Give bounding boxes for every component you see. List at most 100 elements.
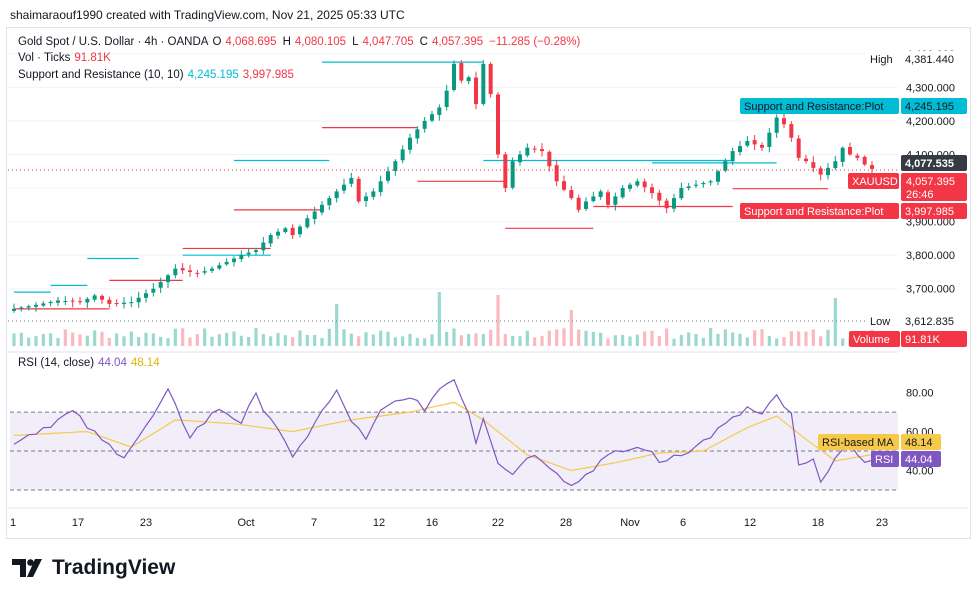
volume-bar xyxy=(85,335,89,346)
volume-bar xyxy=(613,335,617,346)
volume-bar xyxy=(555,329,559,346)
candle-body xyxy=(760,144,764,148)
volume-bar xyxy=(291,337,295,346)
rsi-value: 44.04 xyxy=(905,454,933,466)
legend-rsi-row: RSI (14, close) 44.04 48.14 xyxy=(18,357,164,369)
volume-bar xyxy=(833,298,837,346)
volume-bar xyxy=(320,337,324,346)
volume-bar xyxy=(210,336,214,346)
volume-bar xyxy=(203,328,207,346)
volume-bar xyxy=(643,331,647,346)
volume-bar xyxy=(217,334,221,346)
candle-body xyxy=(217,265,222,269)
volume-bar xyxy=(276,332,280,346)
volume-bar xyxy=(27,337,31,346)
resistance-plot-tag-bg xyxy=(740,98,899,114)
resistance-plot-tag: Support and Resistance:Plot xyxy=(744,101,883,113)
symbol-price-value: 4,057.395 xyxy=(906,176,955,188)
rsi-value-bg xyxy=(901,451,941,467)
rsi-line xyxy=(13,378,873,487)
candle-body xyxy=(415,129,420,139)
candle-body xyxy=(12,308,16,311)
volume-bar xyxy=(745,337,749,346)
candle-body xyxy=(92,295,97,300)
candle-body xyxy=(85,298,90,303)
candle-body xyxy=(195,272,200,274)
price-axis-tick: 4,200.000 xyxy=(906,116,955,128)
volume-bar xyxy=(188,337,192,346)
volume-value: 91.81K xyxy=(905,334,941,346)
volume-bar xyxy=(313,335,317,346)
legend-symbol: Gold Spot / U.S. Dollar · 4h · OANDA xyxy=(18,36,209,48)
candle-body xyxy=(19,307,24,309)
tradingview-logo[interactable]: TradingView xyxy=(12,556,175,580)
candle-body xyxy=(202,271,207,273)
volume-bar xyxy=(496,295,500,346)
candle-body xyxy=(723,161,728,171)
rsi-ma-value-bg xyxy=(901,434,941,450)
volume-bar xyxy=(129,331,133,346)
candle-body xyxy=(151,288,156,293)
volume-bar xyxy=(709,328,713,346)
candle-body xyxy=(378,181,383,193)
candle-body xyxy=(532,148,537,150)
candle-body xyxy=(708,181,713,183)
candle-body xyxy=(224,261,229,265)
legend-sr-resistance: 4,245.195 xyxy=(187,69,239,81)
candle-body xyxy=(752,140,757,145)
candle-body xyxy=(41,303,46,306)
volume-bar xyxy=(371,334,375,346)
high-tag-bg xyxy=(866,51,900,67)
legend-change: −11.285 (−0.28%) xyxy=(489,36,581,48)
volume-bar xyxy=(753,330,757,346)
rsi-axis-tick: 40.00 xyxy=(906,466,934,478)
candle-body xyxy=(364,196,368,202)
volume-bar xyxy=(701,337,705,346)
candle-body xyxy=(804,158,808,162)
volume-bar xyxy=(738,333,742,346)
candle-body xyxy=(129,302,134,304)
candle-body xyxy=(78,301,82,303)
candle-body xyxy=(716,171,720,182)
candle-body xyxy=(679,188,684,199)
candle-body xyxy=(826,167,830,176)
symbol-price-bg xyxy=(901,173,967,201)
volume-bar xyxy=(423,338,427,346)
volume-bar xyxy=(115,333,119,346)
candle-body xyxy=(584,201,588,209)
time-axis-tick: 23 xyxy=(140,517,152,529)
chart-caption: shaimaraouf1990 created with TradingView… xyxy=(10,8,405,22)
volume-bar xyxy=(49,333,53,346)
volume-bar xyxy=(305,335,309,346)
candle-body xyxy=(855,155,860,158)
volume-bar xyxy=(452,328,456,346)
candle-body xyxy=(518,154,522,163)
rsi-ma-line xyxy=(13,401,873,472)
candle-body xyxy=(701,183,706,185)
candle-body xyxy=(107,299,112,304)
volume-bar xyxy=(415,337,419,346)
support-plot-value-bg xyxy=(901,203,967,219)
volume-bar xyxy=(151,333,155,346)
volume-bar xyxy=(63,329,67,346)
volume-bar xyxy=(760,329,764,346)
candle-body xyxy=(870,165,874,169)
candle-body xyxy=(232,258,236,263)
candle-body xyxy=(466,77,471,82)
candle-body xyxy=(180,268,185,271)
volume-bar xyxy=(401,336,405,346)
candle-body xyxy=(393,161,398,172)
candle-body xyxy=(848,147,852,155)
time-axis-tick: 16 xyxy=(426,517,438,529)
volume-bar xyxy=(195,334,199,346)
candle-body xyxy=(547,151,552,167)
volume-bar xyxy=(335,304,339,346)
volume-bar xyxy=(342,329,346,346)
volume-bar xyxy=(503,334,507,346)
legend-rsi-ma-value: 48.14 xyxy=(130,357,160,369)
price-axis-tick: 4,300.000 xyxy=(906,82,955,94)
candle-body xyxy=(613,196,618,205)
time-axis-tick: 7 xyxy=(311,517,317,529)
candle-body xyxy=(254,250,258,252)
